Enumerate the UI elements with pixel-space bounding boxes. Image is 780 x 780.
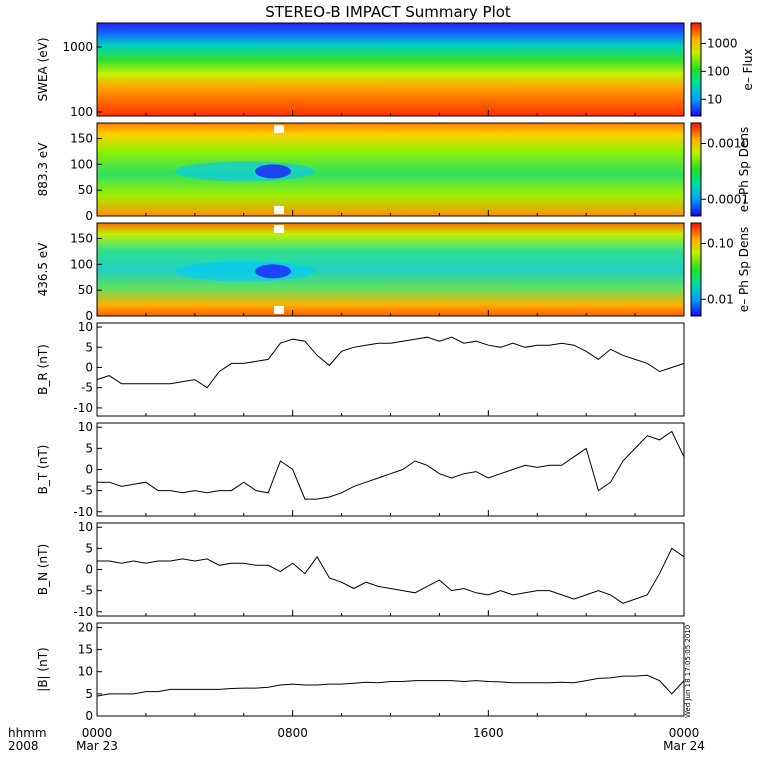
y-tick-label: 5 [85,541,93,555]
y-tick-label: -5 [81,484,93,498]
y-axis-label: SWEA (eV) [36,37,50,101]
y-axis-label: B_R (nT) [36,344,50,395]
panel-frame-5 [96,522,685,617]
y-tick-label: -5 [81,584,93,598]
colorbar-0 [690,22,702,117]
y-tick-label: 15 [78,643,93,657]
y-axis-label: 436.5 eV [36,242,50,297]
y-tick-label: 150 [70,232,93,246]
x-date-label: Mar 23 [76,739,118,753]
y-tick-label: 50 [78,183,93,197]
series-line-6 [96,674,685,697]
data-gap [274,306,284,314]
x-date-label: Mar 24 [663,739,705,753]
y-tick-label: 1000 [62,40,93,54]
y-tick-label: 10 [78,420,93,434]
heatmap-feature [175,161,315,182]
heatmap-feature [175,261,315,282]
y-tick-label: -10 [73,401,93,415]
series-line-5 [97,547,685,604]
y-axis-label: 883.3 eV [36,142,50,197]
footer-hhmm: hhmm [8,726,47,740]
y-tick-label: 10 [78,320,93,334]
data-gap [274,225,284,233]
heatmap-feature [255,164,291,179]
colorbar-tick-label: 0.01 [707,292,734,306]
colorbar-label: e– Ph Sp Dens [737,227,751,312]
y-tick-label: 0 [85,360,93,374]
colorbar-tick-label: 0.0001 [707,192,749,206]
colorbar-label: e– Flux [741,48,755,90]
series-line-3 [96,336,685,389]
y-tick-label: 0 [85,563,93,577]
plot-title: STEREO-B IMPACT Summary Plot [265,3,511,21]
x-tick-label: 0800 [277,726,308,740]
y-axis-label: |B| (nT) [36,647,50,691]
y-tick-label: 100 [70,257,93,271]
y-axis-label: B_N (nT) [36,544,50,595]
colorbar-1 [690,122,702,217]
y-tick-label: 0 [85,209,93,223]
colorbar-tick-label: 100 [707,64,730,78]
y-tick-label: -10 [73,505,93,519]
y-tick-label: 0 [85,309,93,323]
y-tick-label: 150 [70,132,93,146]
data-gap [274,125,284,133]
y-tick-label: 20 [78,620,93,634]
data-gap [274,206,284,214]
y-tick-label: -10 [73,605,93,619]
y-tick-label: 10 [78,520,93,534]
colorbar-tick-label: 1000 [707,36,738,50]
y-tick-label: 100 [70,157,93,171]
x-tick-label: 1600 [473,726,504,740]
heatmap-feature [255,264,291,279]
y-tick-label: -5 [81,381,93,395]
colorbar-tick-label: 0.0010 [707,136,749,150]
series-line-4 [97,430,685,500]
timestamp: Wed Jun 18 17:05:05 2010 [684,625,692,718]
heatmap-0 [97,23,684,116]
y-axis-label: B_T (nT) [36,445,50,495]
colorbar-tick-label: 10 [707,92,722,106]
x-tick-label: 0000 [669,726,700,740]
y-tick-label: 0 [85,709,93,723]
colorbar-2 [690,222,702,317]
panel-frame-3 [96,322,685,417]
panel-frame-6 [96,622,685,717]
colorbar-label: e– Ph Sp Dens [737,127,751,212]
colorbar-tick-label: 0.10 [707,236,734,250]
footer-year: 2008 [8,739,39,753]
x-tick-label: 0000 [82,726,113,740]
panel-frame-4 [96,422,685,517]
y-tick-label: 5 [85,687,93,701]
y-tick-label: 5 [85,441,93,455]
y-tick-label: 100 [70,105,93,119]
y-tick-label: 10 [78,665,93,679]
y-tick-label: 0 [85,463,93,477]
y-tick-label: 50 [78,283,93,297]
y-tick-label: 5 [85,340,93,354]
